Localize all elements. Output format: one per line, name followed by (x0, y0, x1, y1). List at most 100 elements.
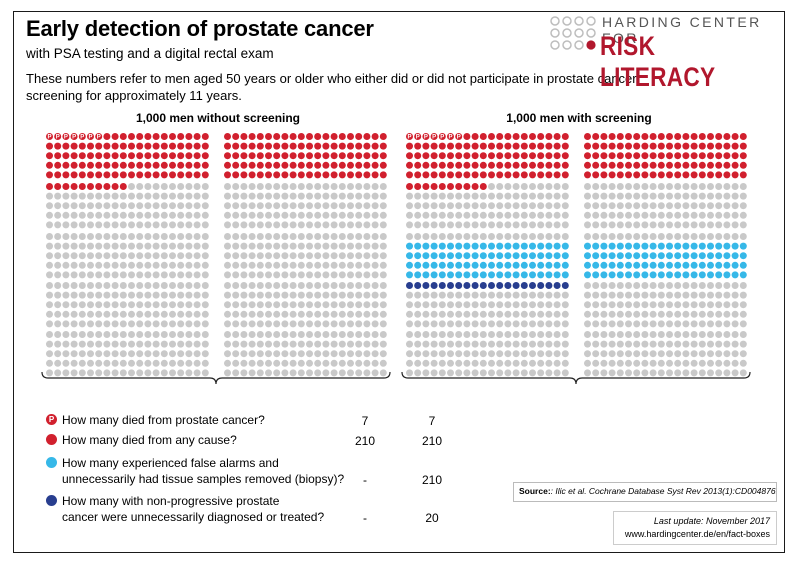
dot-unaffected (371, 350, 379, 358)
dot-unaffected (371, 291, 379, 299)
dot-died-any-cause (529, 142, 536, 150)
dot-unaffected (224, 242, 231, 250)
dot-unaffected (273, 211, 281, 219)
dot-unaffected (128, 350, 135, 358)
dot-unaffected (240, 282, 248, 289)
dot-unaffected (62, 282, 70, 289)
dot-unaffected (265, 221, 272, 229)
dot-unaffected (422, 310, 430, 318)
dot-unaffected (78, 310, 86, 318)
dot-unaffected (144, 359, 152, 367)
dot-unaffected (185, 271, 193, 279)
dot-died-any-cause (224, 171, 231, 179)
dot-died-prostate-cancer (70, 133, 78, 140)
dot-died-any-cause (185, 133, 193, 140)
dot-died-any-cause (152, 152, 160, 160)
dot-unaffected (330, 350, 338, 358)
dot-overdiagnosed (438, 282, 446, 289)
dot-unaffected (649, 340, 657, 348)
dot-false-alarm (430, 242, 438, 250)
dot-unaffected (731, 301, 739, 309)
chart-subtitle: with PSA testing and a digital rectal ex… (26, 46, 274, 61)
dot-unaffected (62, 242, 70, 250)
dot-unaffected (119, 211, 127, 219)
dot-false-alarm (479, 252, 487, 260)
dot-died-any-cause (119, 152, 127, 160)
dot-unaffected (322, 233, 330, 240)
dot-false-alarm (592, 261, 600, 269)
dot-unaffected (201, 301, 209, 309)
dot-unaffected (600, 301, 608, 309)
dot-unaffected (248, 183, 256, 190)
dot-unaffected (330, 242, 338, 250)
dot-false-alarm (455, 242, 463, 250)
dot-unaffected (430, 202, 438, 210)
dot-unaffected (371, 221, 379, 229)
dot-died-any-cause (306, 142, 313, 150)
dot-unaffected (338, 202, 346, 210)
dot-unaffected (54, 282, 62, 289)
dot-died-any-cause (715, 152, 723, 160)
dot-unaffected (649, 202, 657, 210)
dot-unaffected (46, 369, 53, 377)
dot-unaffected (633, 202, 641, 210)
dot-unaffected (529, 359, 536, 367)
dot-unaffected (616, 369, 624, 377)
dot-unaffected (414, 331, 422, 338)
dot-unaffected (185, 310, 193, 318)
dot-unaffected (119, 291, 127, 299)
dot-unaffected (666, 369, 673, 377)
dot-false-alarm (520, 271, 528, 279)
dot-unaffected (169, 359, 176, 367)
dot-unaffected (169, 202, 176, 210)
dot-unaffected (633, 310, 641, 318)
dot-died-any-cause (338, 142, 346, 150)
dot-unaffected (160, 271, 168, 279)
dot-unaffected (422, 331, 430, 338)
dot-unaffected (715, 221, 723, 229)
dot-unaffected (111, 310, 119, 318)
dot-unaffected (657, 320, 665, 328)
dot-unaffected (54, 310, 62, 318)
dot-died-any-cause (265, 142, 272, 150)
dot-died-any-cause (379, 161, 387, 169)
dot-unaffected (707, 221, 714, 229)
dot-unaffected (201, 310, 209, 318)
dot-unaffected (422, 233, 430, 240)
dot-unaffected (545, 221, 553, 229)
dot-unaffected (406, 233, 413, 240)
dot-unaffected (504, 340, 512, 348)
dot-unaffected (289, 252, 297, 260)
value-with-any-death: 210 (421, 434, 443, 448)
dot-unaffected (488, 331, 495, 338)
dot-false-alarm (600, 252, 608, 260)
dot-false-alarm (633, 242, 641, 250)
dot-unaffected (224, 369, 231, 377)
dot-unaffected (715, 211, 723, 219)
dot-unaffected (119, 310, 127, 318)
dot-died-any-cause (649, 161, 657, 169)
dot-false-alarm (496, 261, 504, 269)
dot-died-any-cause (406, 152, 413, 160)
dot-unaffected (330, 340, 338, 348)
dot-unaffected (70, 282, 78, 289)
dot-unaffected (103, 242, 111, 250)
dot-died-any-cause (363, 161, 371, 169)
dot-died-any-cause (455, 152, 463, 160)
dot-unaffected (625, 340, 632, 348)
dot-unaffected (479, 221, 487, 229)
dot-unaffected (128, 211, 135, 219)
dot-unaffected (471, 340, 479, 348)
dot-unaffected (447, 310, 454, 318)
dot-unaffected (608, 359, 616, 367)
dot-unaffected (592, 282, 600, 289)
dot-unaffected (256, 271, 264, 279)
dot-unaffected (240, 252, 248, 260)
dot-died-any-cause (616, 142, 624, 150)
dot-unaffected (633, 221, 641, 229)
dot-unaffected (347, 233, 354, 240)
prostate-death-icon: P (46, 414, 57, 425)
dot-false-alarm (649, 271, 657, 279)
dot-died-any-cause (314, 152, 322, 160)
dot-unaffected (281, 340, 289, 348)
